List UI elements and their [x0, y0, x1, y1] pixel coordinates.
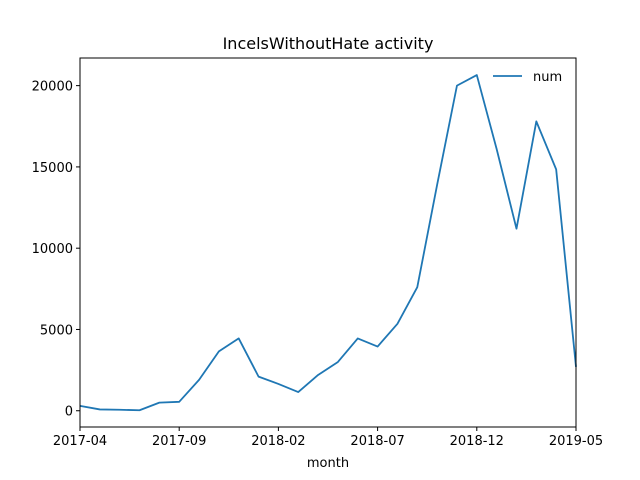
y-tick-label: 0 [65, 405, 73, 420]
y-axis-ticks: 0 5000 10000 15000 20000 [32, 80, 80, 420]
y-tick-label: 20000 [32, 80, 73, 95]
x-tick-label: 2018-02 [251, 434, 305, 449]
x-tick-label: 2019-05 [549, 434, 603, 449]
y-tick-label: 15000 [32, 161, 73, 176]
x-axis-label: month [307, 456, 349, 471]
series-line-num [79, 74, 577, 412]
x-tick-label: 2017-09 [152, 434, 206, 449]
y-tick-label: 5000 [40, 323, 73, 338]
axes-frame [79, 57, 577, 428]
legend: num [493, 70, 562, 85]
legend-label-num: num [533, 70, 562, 85]
x-axis-ticks: 2017-04 2017-09 2018-02 2018-07 2018-12 2019-… [53, 427, 603, 449]
y-tick-label: 10000 [32, 242, 73, 257]
x-tick-label: 2018-07 [350, 434, 404, 449]
chart-title: IncelsWithoutHate activity [223, 34, 434, 53]
x-tick-label: 2018-12 [450, 434, 504, 449]
x-tick-label: 2017-04 [53, 434, 107, 449]
